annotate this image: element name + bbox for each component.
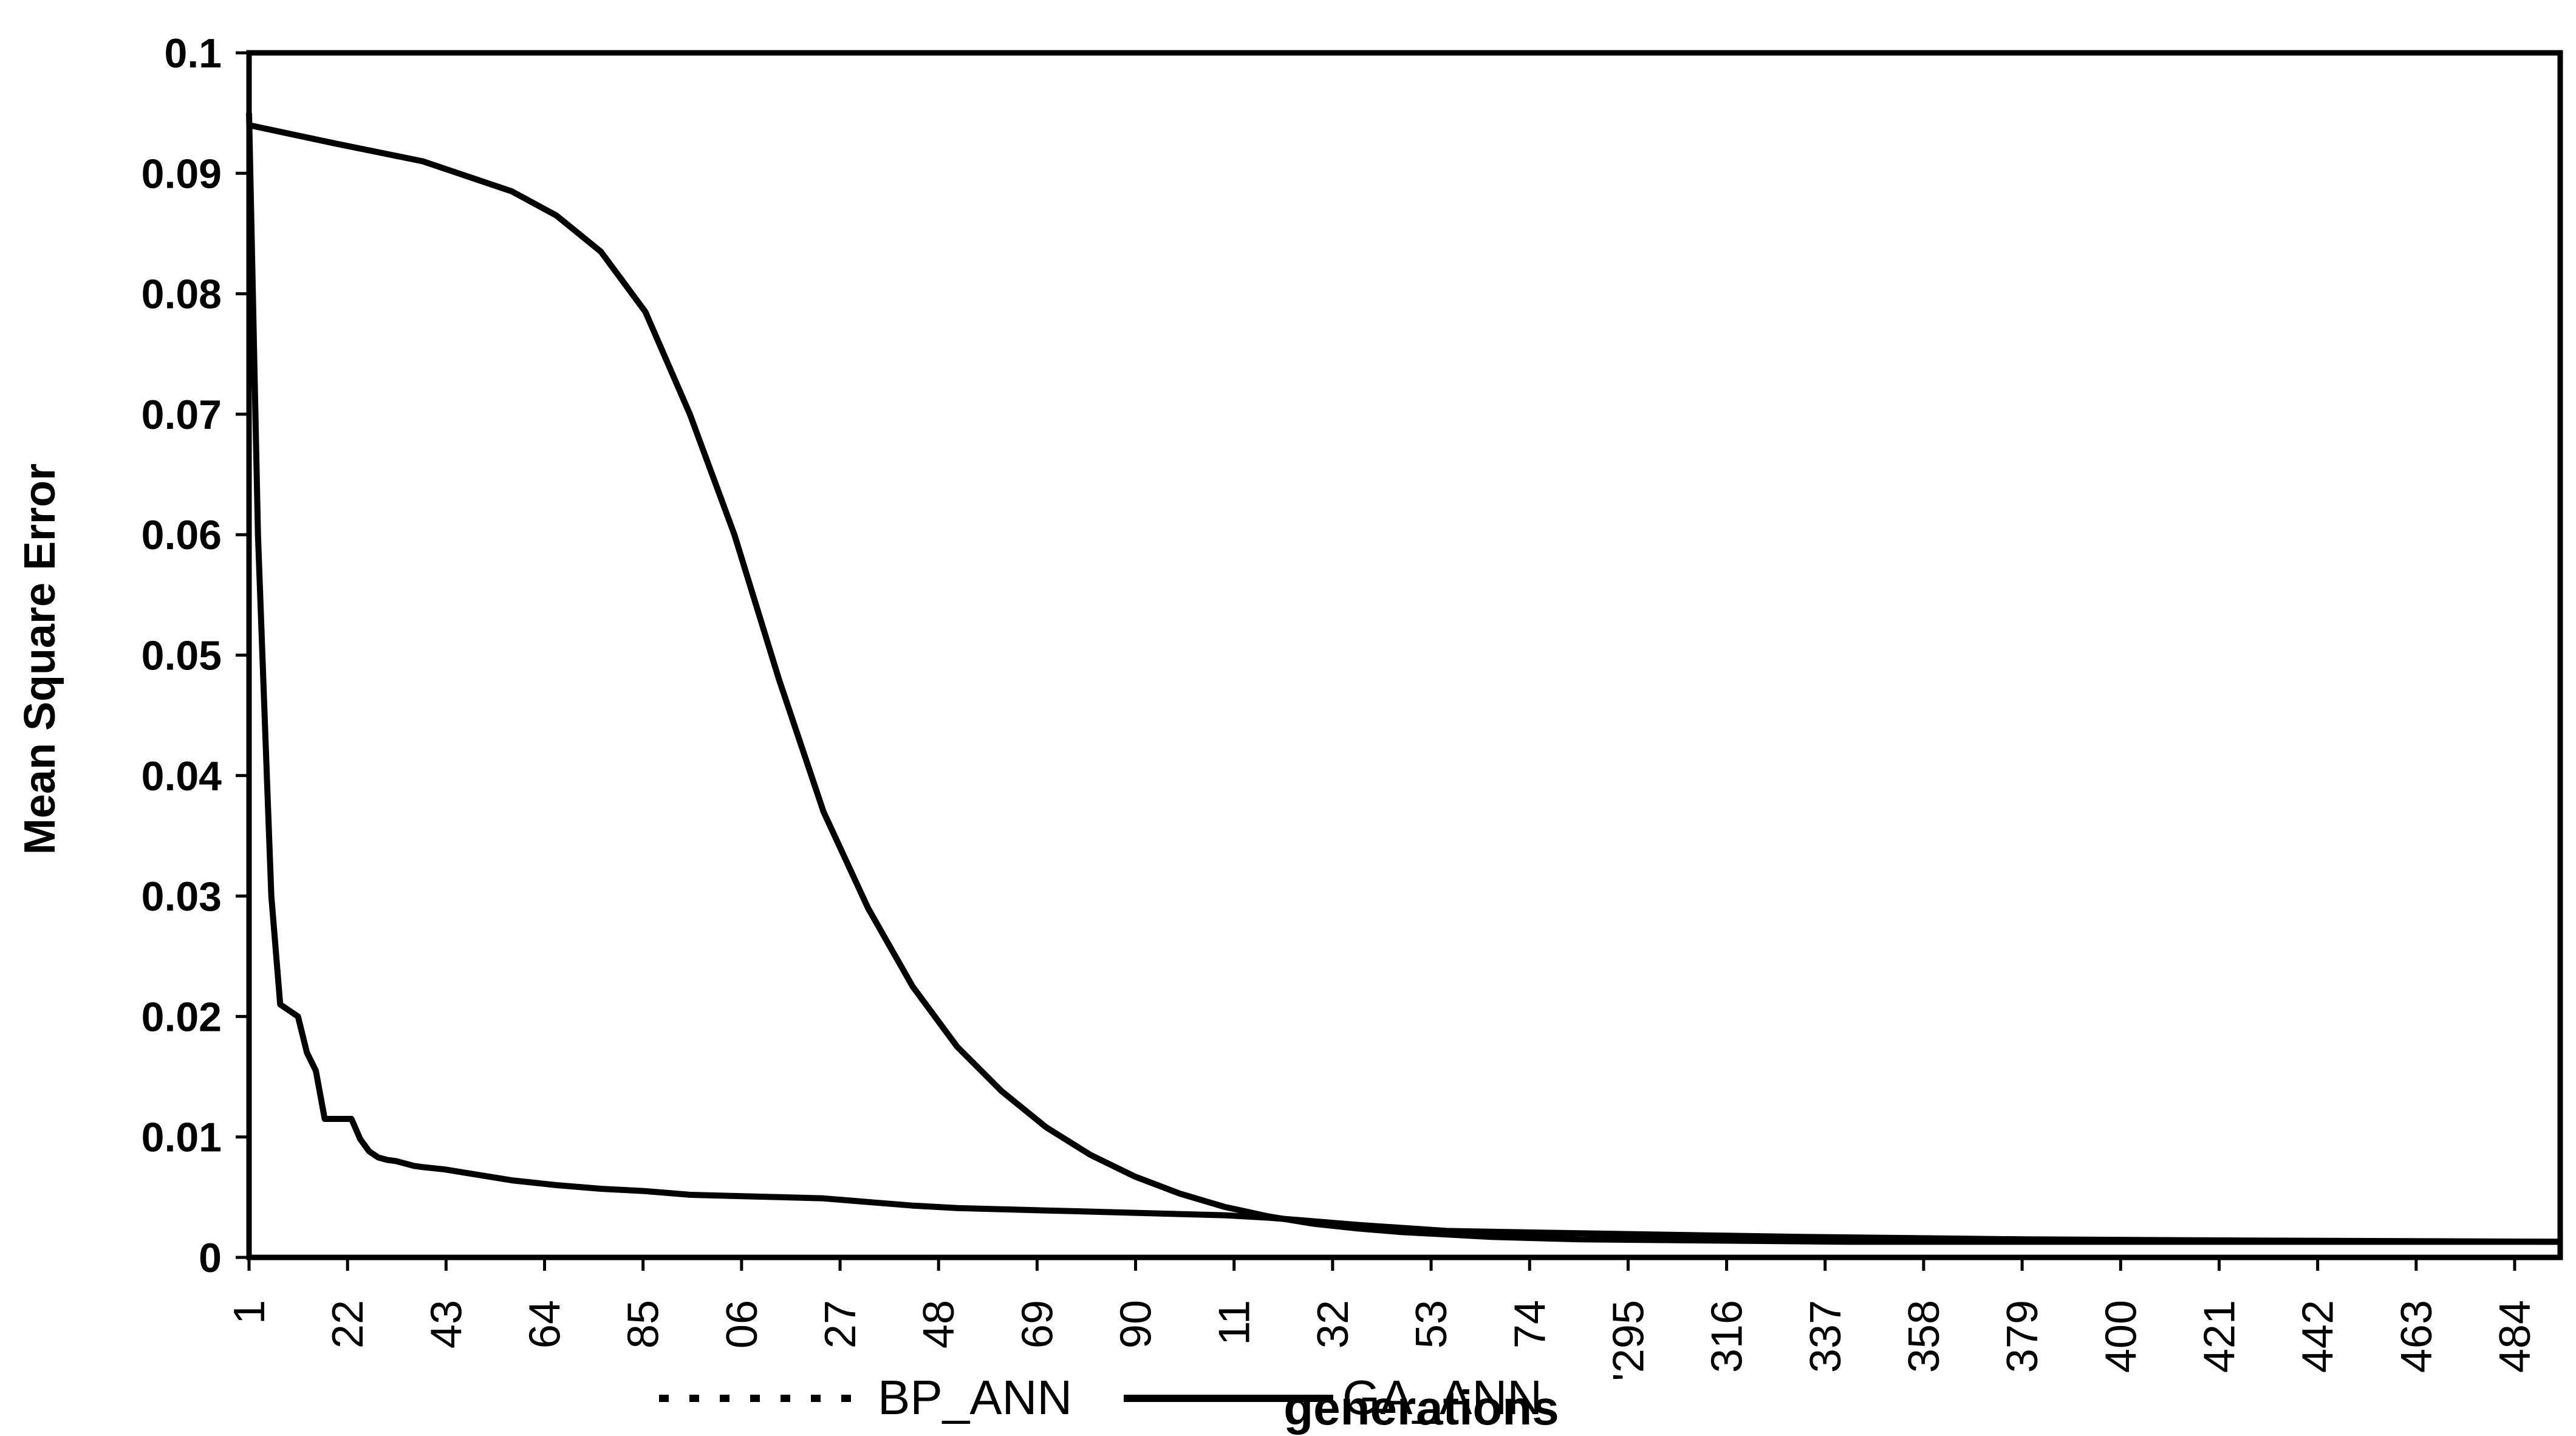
legend-bp-ann-label: BP_ANN: [878, 1370, 1072, 1424]
x-tick-label: 27: [816, 1300, 865, 1349]
y-axis: 0 0.01 0.02 0.03 0.04 0.05 0.06 0.07 0.08 0.09 0.1: [142, 30, 249, 1281]
x-tick-label: 316: [1703, 1300, 1752, 1373]
x-tick-label: 06: [718, 1300, 767, 1349]
x-tick-label: 69: [1013, 1300, 1062, 1349]
x-tick-label: 11: [1211, 1300, 1259, 1345]
y-tick-label: 0.06: [142, 512, 222, 558]
series-line-ga-ann: [248, 122, 2560, 1245]
x-tick-label: 484: [2491, 1300, 2540, 1373]
y-tick-label: 0.09: [142, 151, 222, 197]
y-tick-label: 0.03: [142, 874, 222, 920]
x-tick-label: 43: [422, 1300, 471, 1349]
x-tick-label: 337: [1802, 1300, 1850, 1373]
x-tick-label: 22: [324, 1300, 372, 1349]
x-tick-label: 358: [1900, 1300, 1949, 1373]
x-tick-label: 379: [1998, 1300, 2047, 1373]
y-axis-title: Mean Square Error: [16, 463, 64, 855]
x-tick-label: 64: [521, 1300, 570, 1349]
x-tick-label: 421: [2195, 1300, 2244, 1373]
y-tick-label: 0.07: [142, 392, 222, 438]
y-tick-label: 0.01: [142, 1115, 222, 1161]
legend-ga-ann-label: GA_ANN: [1342, 1370, 1542, 1424]
y-tick-label: 0: [199, 1235, 222, 1281]
x-axis: 1 22 43 64 85 06 27 48 69 90 11 32 53 74 '295 316 337 358…: [225, 1257, 2540, 1381]
plot-area: [246, 50, 2563, 1260]
y-tick-label: 0.02: [142, 994, 222, 1040]
y-tick-label: 0.1: [164, 30, 222, 77]
legend: BP_ANN GA_ANN: [659, 1370, 1542, 1424]
x-tick-label: 32: [1309, 1300, 1358, 1349]
x-tick-label: 74: [1506, 1300, 1554, 1349]
y-tick-label: 0.08: [142, 272, 222, 318]
x-tick-label: 48: [915, 1300, 963, 1349]
x-tick-label: 442: [2294, 1300, 2343, 1373]
x-tick-label: 53: [1407, 1300, 1456, 1349]
x-tick-label: 1: [225, 1300, 274, 1324]
x-tick-label: 463: [2393, 1300, 2441, 1373]
y-tick-label: 0.04: [142, 753, 222, 799]
x-tick-label: '295: [1604, 1300, 1653, 1381]
y-tick-label: 0.05: [142, 633, 222, 679]
x-axis-title: generations: [1283, 1381, 1559, 1435]
x-tick-label: 400: [2097, 1300, 2145, 1373]
x-tick-label: 90: [1112, 1300, 1161, 1349]
x-tick-label: 85: [620, 1300, 668, 1349]
series-layer: [246, 113, 2561, 1245]
